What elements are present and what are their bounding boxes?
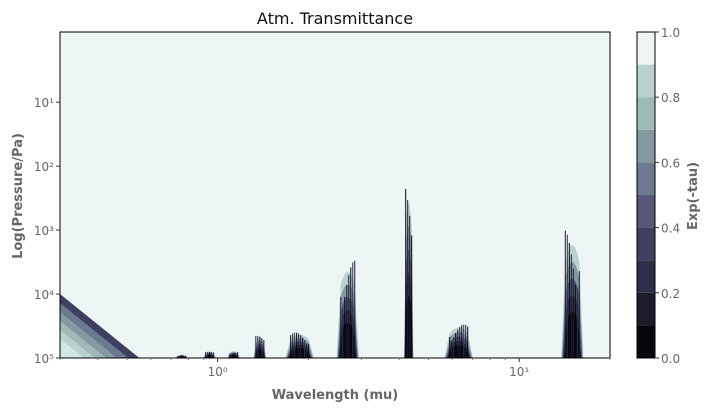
colorbar-level bbox=[637, 195, 655, 228]
x-axis-ticks: 10⁰ 10¹ bbox=[59, 358, 611, 379]
absorption-feature bbox=[175, 354, 189, 358]
colorbar-tick-label: 1.0 bbox=[661, 26, 680, 40]
colorbar-ticks: 0.0 0.2 0.4 0.6 0.8 1.0 bbox=[655, 26, 680, 366]
colorbar bbox=[637, 32, 655, 358]
y-tick-label: 10² bbox=[34, 160, 54, 174]
feature-level bbox=[405, 295, 413, 358]
absorption-feature bbox=[444, 324, 474, 358]
feature-level bbox=[563, 312, 581, 358]
plot-frame bbox=[59, 31, 611, 359]
colorbar-level bbox=[637, 97, 655, 130]
absorption-feature bbox=[561, 230, 584, 358]
absorption-feature bbox=[336, 260, 359, 358]
colorbar-label: Exp(-tau) bbox=[686, 162, 701, 230]
chart-title: Atm. Transmittance bbox=[257, 9, 413, 28]
colorbar-level bbox=[637, 292, 655, 326]
feature-level bbox=[339, 322, 357, 358]
colorbar-level bbox=[637, 325, 655, 358]
colorbar-level bbox=[637, 129, 655, 163]
short-wavelength-band-level bbox=[60, 338, 84, 358]
x-tick-label: 10⁰ bbox=[208, 365, 228, 379]
absorption-feature bbox=[253, 335, 267, 358]
absorption-feature bbox=[203, 351, 216, 358]
colorbar-tick-label: 0.6 bbox=[661, 156, 680, 170]
colorbar-level bbox=[637, 227, 655, 261]
contour-fill-layer bbox=[60, 188, 584, 358]
colorbar-level bbox=[637, 162, 655, 195]
x-axis-label: Wavelength (mu) bbox=[272, 388, 398, 403]
plot-background bbox=[60, 32, 610, 358]
x-tick-label: 10¹ bbox=[509, 365, 529, 379]
colorbar-level bbox=[637, 64, 655, 98]
colorbar-tick-label: 0.8 bbox=[661, 91, 680, 105]
y-axis-label: Log(Pressure/Pa) bbox=[11, 133, 26, 259]
absorption-feature bbox=[285, 332, 315, 358]
colorbar-tick-label: 0.2 bbox=[661, 287, 680, 301]
colorbar-level bbox=[637, 260, 655, 293]
colorbar-tick-label: 0.4 bbox=[661, 222, 680, 236]
y-axis-ticks: 10¹ 10² 10³ 10⁴ 10⁵ bbox=[34, 96, 60, 366]
y-tick-label: 10³ bbox=[34, 224, 54, 238]
colorbar-frame bbox=[636, 31, 656, 359]
y-tick-label: 10¹ bbox=[34, 96, 54, 110]
y-tick-label: 10⁴ bbox=[34, 288, 54, 302]
colorbar-level bbox=[637, 32, 655, 65]
colorbar-tick-label: 0.0 bbox=[661, 352, 680, 366]
absorption-feature bbox=[227, 350, 241, 358]
y-tick-label: 10⁵ bbox=[34, 352, 54, 366]
absorption-feature bbox=[403, 188, 414, 358]
